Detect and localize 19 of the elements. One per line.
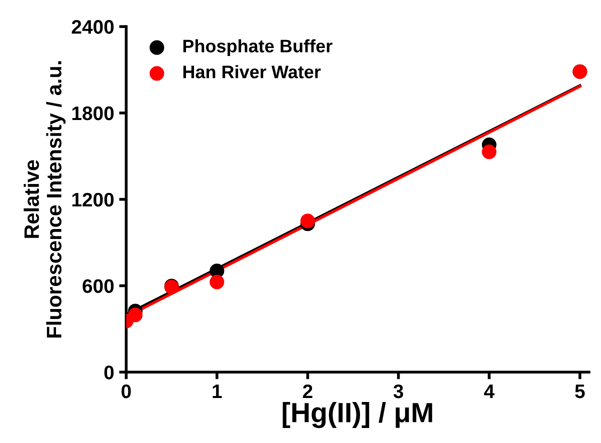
legend-label: Phosphate Buffer: [183, 39, 332, 56]
point: [210, 274, 224, 290]
y-tick-label: 0: [104, 366, 114, 380]
y-tick-label: 1200: [72, 192, 114, 207]
x-tick-label: 2: [302, 384, 312, 398]
y-axis-title: Relative Fluorescence Intensity / a.u.: [24, 61, 66, 338]
legend-label: Han River Water: [183, 65, 321, 78]
y-tick-label: 2400: [72, 20, 114, 34]
y-tick-label: 1800: [72, 106, 114, 120]
y-tick-label: 600: [82, 279, 114, 293]
x-tick-label: 1: [212, 384, 222, 398]
x-axis-title: [Hg(II)] / μM: [282, 402, 432, 428]
point: [128, 308, 143, 322]
point: [482, 144, 496, 160]
point: [300, 214, 315, 228]
x-tick-label: 5: [575, 384, 585, 398]
x-tick-label: 0: [122, 384, 131, 398]
x-tick-label: 3: [393, 384, 404, 398]
x-tick-label: 4: [484, 384, 494, 398]
